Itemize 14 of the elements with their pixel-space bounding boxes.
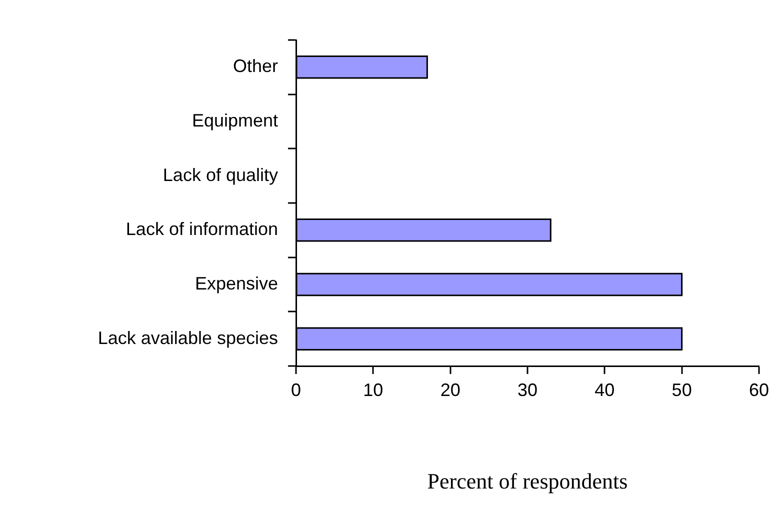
y-tick-label: Other [232, 56, 278, 76]
x-tick-label: 10 [363, 380, 384, 400]
y-tick-label: Lack available species [98, 328, 278, 348]
x-tick-label: 0 [290, 380, 302, 400]
x-tick-label: 30 [517, 380, 538, 400]
x-tick-label: 50 [672, 380, 692, 400]
x-tick-label: 40 [594, 380, 615, 400]
y-tick-label: Expensive [194, 273, 278, 294]
y-tick-label: Lack of information [126, 219, 278, 240]
x-tick-label: 20 [440, 380, 460, 400]
y-tick-label: Lack of quality [162, 164, 278, 185]
y-tick-label: Equipment [192, 110, 278, 130]
x-axis-title: Percent of respondents [427, 468, 628, 494]
x-tick-label: 60 [748, 380, 770, 400]
